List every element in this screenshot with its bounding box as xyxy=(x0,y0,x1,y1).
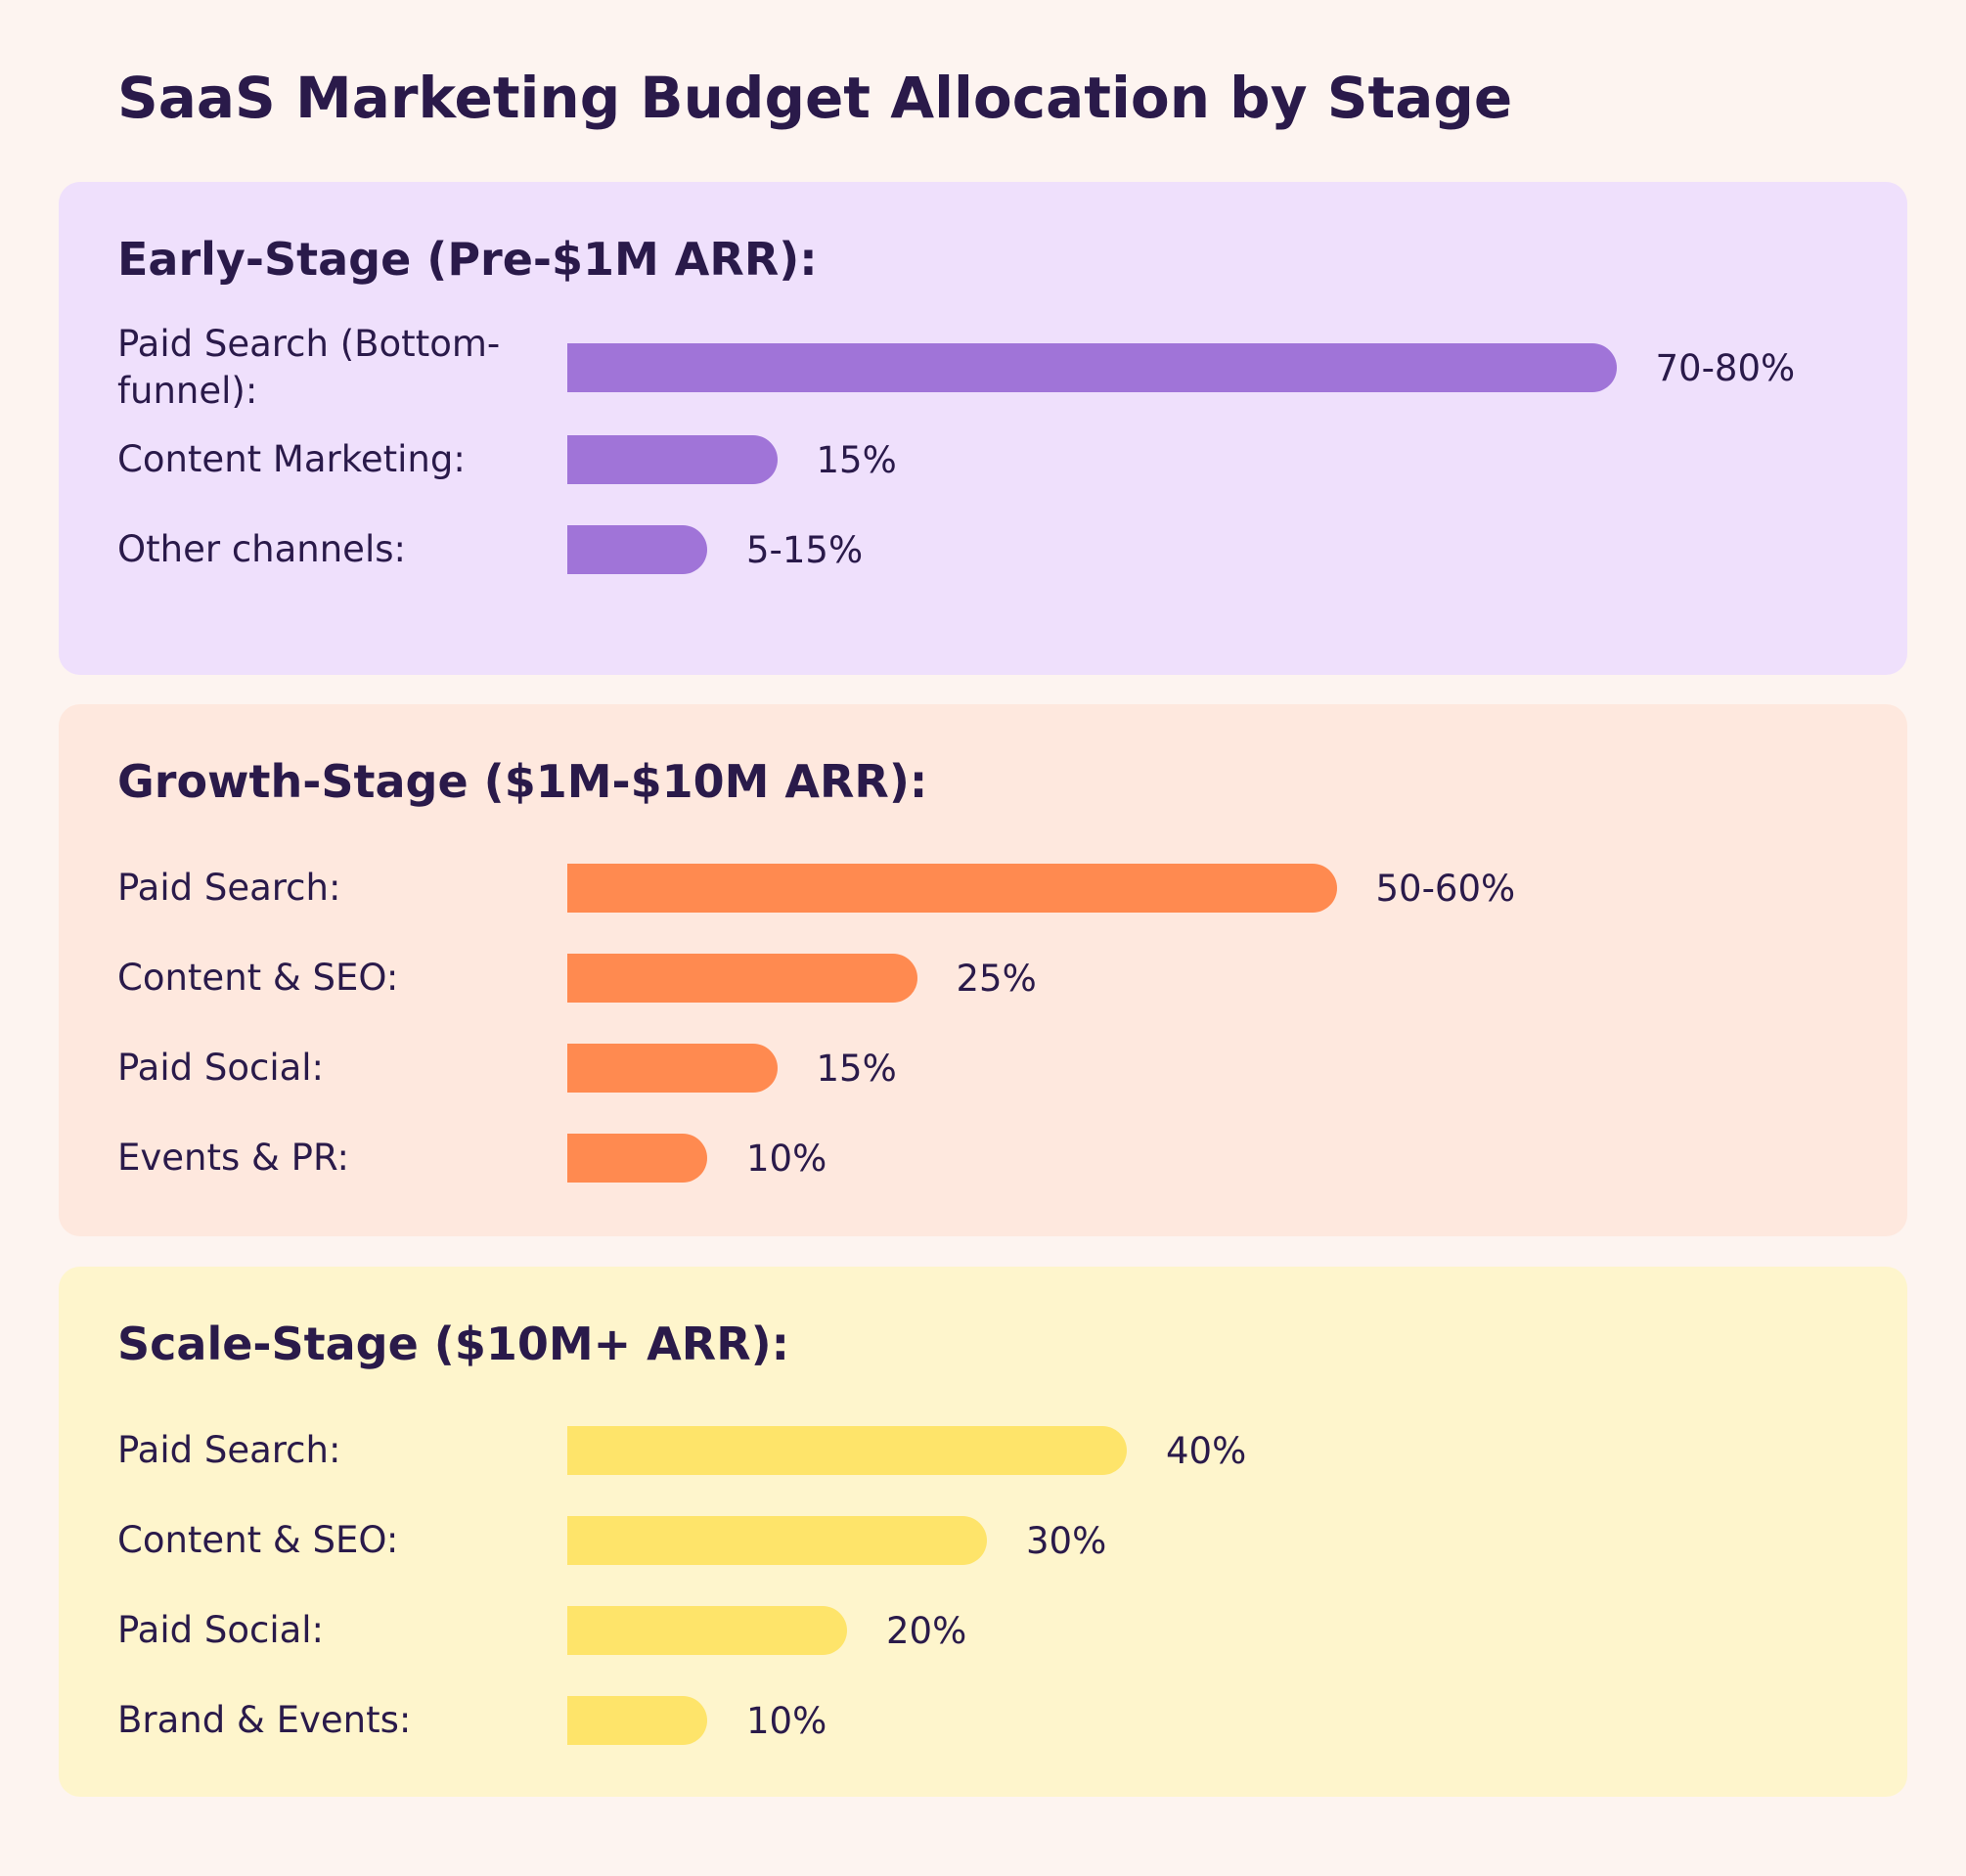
bar xyxy=(567,1516,987,1565)
category-label: Paid Social: xyxy=(117,1047,325,1089)
value-label: 15% xyxy=(816,1047,897,1090)
value-label: 25% xyxy=(956,957,1037,1000)
stage-panel: Growth-Stage ($1M-$10M ARR): Paid Search:… xyxy=(59,704,1907,1236)
bar xyxy=(567,435,778,484)
category-label: Other channels: xyxy=(117,528,406,570)
bar xyxy=(567,1044,778,1093)
value-label: 20% xyxy=(886,1609,967,1652)
category-label: Content & SEO: xyxy=(117,1519,399,1561)
value-label: 15% xyxy=(816,438,897,481)
value-label: 40% xyxy=(1166,1429,1247,1472)
stage-title: Growth-Stage ($1M-$10M ARR): xyxy=(117,755,928,808)
bar-row: Content Marketing: 15% xyxy=(117,415,1849,505)
category-label: Paid Search: xyxy=(117,1429,341,1471)
category-label: Content Marketing: xyxy=(117,438,466,480)
category-label: Paid Social: xyxy=(117,1609,325,1651)
value-label: 50-60% xyxy=(1375,867,1516,910)
bar xyxy=(567,343,1617,392)
bar xyxy=(567,1696,707,1745)
bar xyxy=(567,1606,847,1655)
value-label: 10% xyxy=(746,1699,827,1742)
bar-row: Events & PR: 10% xyxy=(117,1113,1849,1203)
value-label: 10% xyxy=(746,1137,827,1180)
bar xyxy=(567,1426,1127,1475)
bar-row: Content & SEO: 25% xyxy=(117,933,1849,1023)
bar-row: Paid Search: 40% xyxy=(117,1406,1849,1496)
bar-row: Paid Social: 20% xyxy=(117,1586,1849,1675)
category-label: Brand & Events: xyxy=(117,1699,412,1741)
bar-row: Paid Search (Bottom-funnel): 70-80% xyxy=(117,321,1849,415)
category-label: Content & SEO: xyxy=(117,957,399,999)
value-label: 5-15% xyxy=(746,528,864,571)
bar xyxy=(567,864,1337,913)
bar-row: Paid Search: 50-60% xyxy=(117,843,1849,933)
stage-panel: Scale-Stage ($10M+ ARR): Paid Search: 40% C… xyxy=(59,1267,1907,1797)
stage-title: Early-Stage (Pre-$1M ARR): xyxy=(117,233,818,286)
bar-row: Brand & Events: 10% xyxy=(117,1675,1849,1765)
stage-panel: Early-Stage (Pre-$1M ARR): Paid Search (B… xyxy=(59,182,1907,675)
category-label: Paid Search (Bottom-funnel): xyxy=(117,323,501,412)
category-label: Events & PR: xyxy=(117,1137,349,1179)
bar xyxy=(567,954,917,1003)
bar-row: Other channels: 5-15% xyxy=(117,505,1849,595)
page-title: SaaS Marketing Budget Allocation by Stag… xyxy=(117,65,1513,131)
bar xyxy=(567,1134,707,1183)
bar xyxy=(567,525,707,574)
value-label: 70-80% xyxy=(1655,346,1796,389)
stage-title: Scale-Stage ($10M+ ARR): xyxy=(117,1318,790,1370)
category-label: Paid Search: xyxy=(117,867,341,909)
bar-row: Paid Social: 15% xyxy=(117,1023,1849,1113)
value-label: 30% xyxy=(1026,1519,1107,1562)
bar-row: Content & SEO: 30% xyxy=(117,1496,1849,1586)
